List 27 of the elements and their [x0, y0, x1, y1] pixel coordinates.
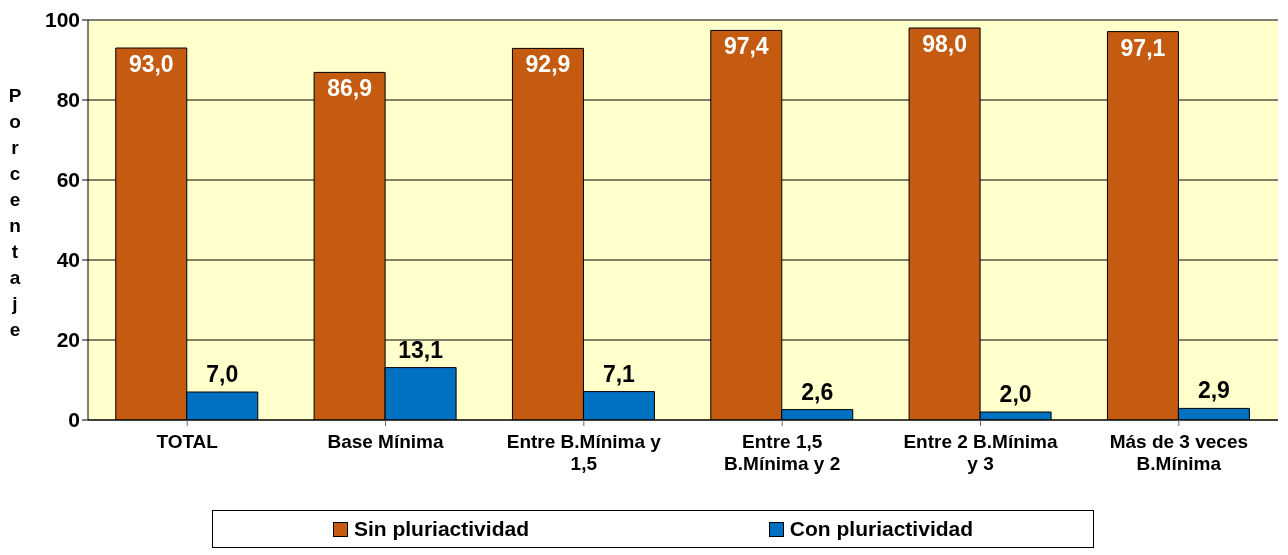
x-tick-label: Más de 3 veces B.Mínima — [1109, 431, 1249, 474]
data-label: 13,1 — [398, 336, 444, 363]
y-tick-label: 80 — [56, 88, 80, 112]
y-tick-label: 100 — [44, 8, 80, 32]
x-tick-label: Base Mínima — [327, 431, 445, 452]
data-label: 97,4 — [723, 33, 769, 60]
data-label: 86,9 — [327, 75, 372, 102]
legend-label: Sin pluriactividad — [352, 517, 529, 541]
data-label: 92,9 — [525, 51, 571, 78]
data-label: 7,1 — [602, 360, 636, 387]
data-label: 93,0 — [128, 51, 174, 77]
x-tick-label: Entre 1,5 B.Mínima y 2 — [724, 431, 841, 474]
y-tick-label: 0 — [68, 408, 80, 432]
x-tick-label: Entre 2 B.Mínima y 3 — [903, 431, 1058, 474]
data-label: 97,1 — [1120, 34, 1166, 61]
data-label: 98,0 — [922, 31, 967, 57]
data-label: 2,6 — [801, 378, 834, 405]
x-tick-label: TOTAL — [156, 431, 219, 452]
legend-label: Con pluriactividad — [788, 517, 974, 541]
data-label: 7,0 — [206, 361, 239, 387]
data-label: 2,9 — [1197, 377, 1230, 404]
data-label: 2,0 — [999, 381, 1032, 407]
y-tick-label: 40 — [56, 248, 80, 272]
text: Porcentaje — [8, 85, 22, 340]
y-tick-label: 60 — [56, 168, 80, 192]
y-tick-label: 20 — [56, 328, 80, 352]
x-tick-label: Entre B.Mínima y 1,5 — [506, 431, 662, 474]
